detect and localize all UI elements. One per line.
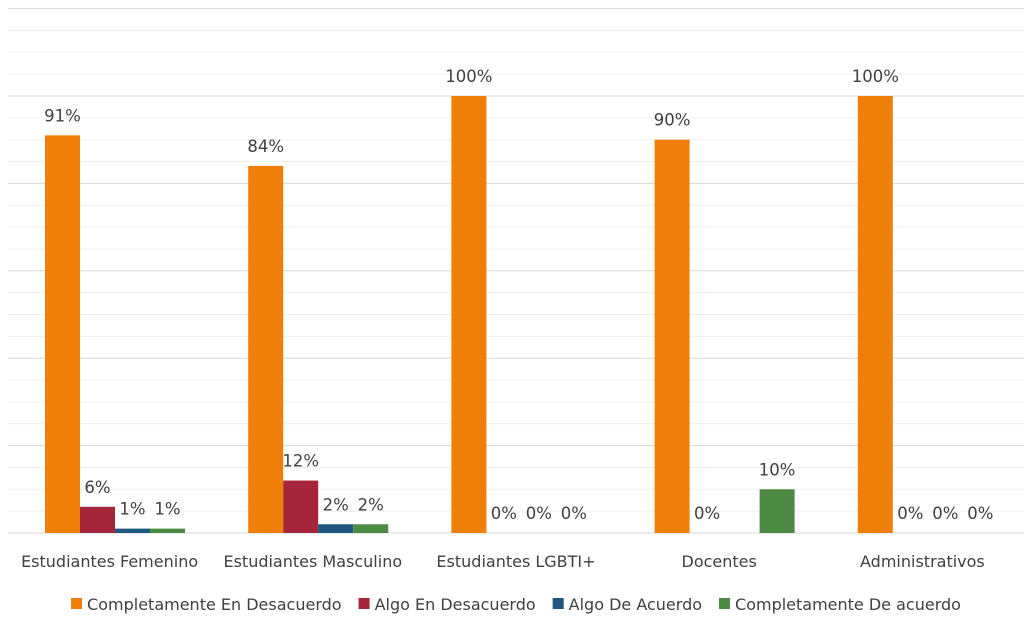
bar (283, 480, 319, 533)
legend-label: Completamente En Desacuerdo (87, 595, 342, 614)
data-label: 91% (44, 106, 81, 125)
bar (759, 489, 795, 533)
bar (45, 135, 80, 533)
bar (80, 506, 115, 533)
data-label: 6% (84, 478, 110, 497)
gridlines (8, 8, 1024, 534)
legend-item: Completamente En Desacuerdo (71, 595, 342, 614)
legend-label: Algo En Desacuerdo (375, 595, 536, 614)
bar (150, 528, 185, 533)
category-label: Estudiantes Masculino (223, 552, 402, 571)
legend-swatch (358, 598, 370, 609)
legend-swatch (71, 598, 83, 609)
bar (115, 528, 150, 533)
data-label: 0% (694, 504, 720, 523)
data-label: 0% (526, 504, 552, 523)
data-label: 90% (654, 111, 691, 130)
bar (318, 524, 354, 533)
category-label: Docentes (682, 552, 757, 571)
data-label: 2% (323, 495, 349, 514)
data-label: 0% (561, 504, 587, 523)
legend-item: Algo De Acuerdo (552, 595, 702, 614)
legend-item: Completamente De acuerdo (719, 595, 961, 614)
data-label: 2% (358, 495, 384, 514)
data-label: 100% (445, 67, 492, 86)
legend-swatch (719, 598, 731, 609)
legend-label: Algo De Acuerdo (569, 595, 702, 614)
data-label: 0% (491, 504, 517, 523)
category-labels: Estudiantes Femenino Estudiantes Masculin… (21, 552, 985, 571)
bar (451, 96, 487, 533)
data-label: 0% (932, 504, 958, 523)
bar (654, 139, 690, 533)
data-label: 0% (897, 504, 923, 523)
bar (353, 524, 389, 533)
legend-label: Completamente De acuerdo (735, 595, 961, 614)
bar (248, 165, 284, 534)
category-label: Estudiantes Femenino (21, 552, 198, 571)
data-label: 1% (154, 500, 180, 519)
category-label: Estudiantes LGBTI+ (436, 552, 595, 571)
category-label: Administrativos (860, 552, 985, 571)
data-label: 12% (282, 452, 319, 471)
data-label: 0% (967, 504, 993, 523)
bar (857, 96, 893, 533)
legend: Completamente En Desacuerdo Algo En Desac… (71, 595, 961, 614)
data-label: 10% (759, 460, 796, 479)
data-labels: 91% 6% 1% 1% 84% 12% 2% 2% 100% 0% 0% 0% 90% 0% 10% 100… (44, 67, 993, 523)
data-label: 1% (119, 500, 145, 519)
bars (45, 96, 893, 534)
data-label: 100% (852, 67, 899, 86)
legend-item: Algo En Desacuerdo (358, 595, 536, 614)
legend-swatch (552, 598, 564, 609)
data-label: 84% (247, 137, 284, 156)
